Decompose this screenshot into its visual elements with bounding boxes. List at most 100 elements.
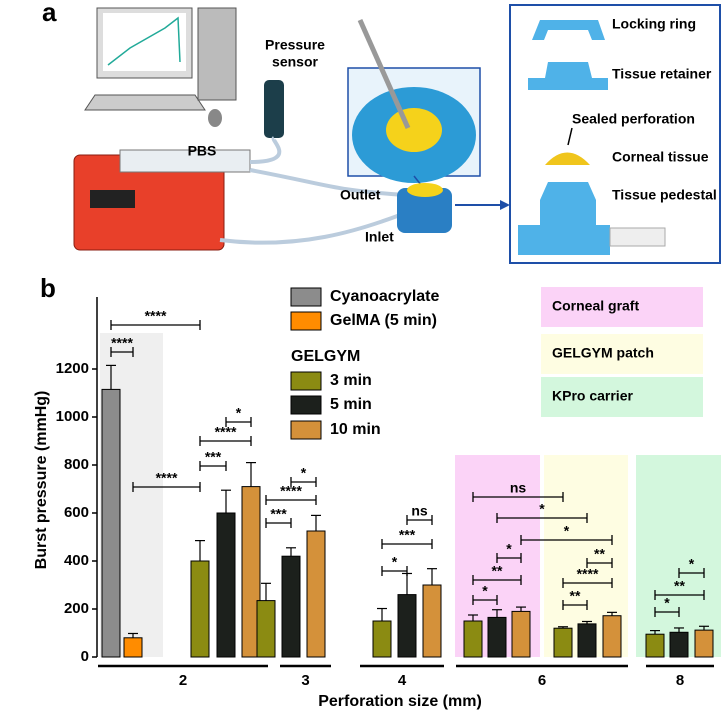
y-tick-label: 1200	[56, 360, 89, 377]
bar	[463, 620, 483, 658]
y-tick-label: 800	[64, 456, 89, 473]
part-label: Locking ring	[612, 16, 696, 32]
significance-label: **	[594, 546, 605, 562]
region-legend-label: Corneal graft	[552, 298, 639, 314]
region-legend-label: GELGYM patch	[552, 345, 654, 361]
significance-label: ****	[577, 566, 599, 582]
y-tick-label: 1000	[56, 408, 89, 425]
significance-label: ****	[145, 308, 167, 324]
region-legend-label: KPro carrier	[552, 388, 633, 404]
tissue-pedestal	[518, 182, 610, 255]
significance-bracket	[199, 436, 252, 446]
significance-bracket	[290, 477, 317, 487]
pc-tower	[197, 7, 237, 101]
significance-bracket	[678, 568, 705, 578]
panel-a-illustration	[73, 4, 721, 264]
legend-label: 3 min	[330, 372, 372, 389]
bar	[372, 620, 392, 658]
significance-bracket	[110, 347, 134, 357]
background-region	[636, 455, 721, 657]
significance-label: ***	[399, 527, 416, 543]
screen-curve	[107, 16, 181, 66]
x-tick-label: 8	[676, 672, 684, 689]
legend-label: Cyanoacrylate	[330, 288, 439, 305]
significance-label: *	[482, 583, 488, 599]
bar	[216, 512, 236, 658]
annotation: sensor	[272, 54, 318, 70]
zoom-cornea	[386, 108, 442, 152]
syringe	[119, 149, 251, 173]
significance-label: *	[664, 595, 670, 611]
legend-label: GelMA (5 min)	[330, 312, 437, 329]
significance-label: ***	[270, 506, 287, 522]
significance-label: **	[492, 563, 503, 579]
device-top	[407, 183, 443, 197]
y-tick-label: 600	[64, 504, 89, 521]
y-tick-label: 400	[64, 552, 89, 569]
legend-swatch	[290, 371, 322, 391]
bar	[694, 629, 714, 658]
x-tick-label: 3	[301, 672, 309, 689]
region-legend-box	[541, 334, 703, 374]
bar	[602, 615, 622, 658]
x-axis-label: Perforation size (mm)	[318, 693, 482, 710]
significance-label: ****	[280, 483, 302, 499]
legend-swatch	[290, 311, 322, 331]
bar	[422, 584, 442, 658]
bar	[487, 616, 507, 658]
significance-bracket	[110, 320, 201, 330]
tissue-retainer	[528, 62, 608, 90]
significance-bracket	[225, 417, 252, 427]
significance-bracket	[406, 515, 433, 525]
bar	[281, 555, 301, 658]
keyboard	[84, 94, 206, 111]
bar	[669, 631, 689, 658]
significance-label: *	[506, 541, 512, 557]
significance-label: ***	[205, 449, 222, 465]
pressure-sensor	[264, 80, 284, 138]
significance-label: ****	[111, 335, 133, 351]
significance-bracket	[381, 539, 433, 549]
legend-swatch	[290, 395, 322, 415]
legend-label: 5 min	[330, 396, 372, 413]
pump-display	[90, 190, 135, 208]
bar	[190, 560, 210, 658]
significance-label: *	[539, 501, 545, 517]
legend-swatch	[290, 287, 322, 307]
significance-bracket	[199, 461, 227, 471]
significance-bracket	[472, 492, 564, 502]
panel-label: b	[40, 273, 56, 303]
significance-bracket	[496, 553, 522, 563]
significance-label: *	[564, 523, 570, 539]
significance-bracket	[265, 518, 292, 528]
significance-bracket	[132, 482, 201, 492]
panel-label: a	[42, 0, 57, 27]
significance-bracket	[586, 558, 613, 568]
bar	[306, 530, 326, 658]
significance-bracket	[654, 607, 680, 617]
significance-bracket	[496, 513, 588, 523]
pointer	[567, 127, 573, 146]
significance-bracket	[472, 575, 522, 585]
x-tick-label: 2	[179, 672, 187, 689]
region-legend-box	[541, 287, 703, 327]
significance-label: **	[674, 578, 685, 594]
bar	[553, 627, 573, 658]
bar	[645, 633, 665, 658]
region-legend-box	[541, 377, 703, 417]
bar	[511, 610, 531, 658]
significance-label: ****	[156, 470, 178, 486]
bar	[256, 600, 276, 658]
annotation: Outlet	[340, 187, 381, 203]
significance-bracket	[562, 600, 588, 610]
annotation: Pressure	[265, 37, 325, 53]
mouse	[208, 109, 222, 127]
pipette	[357, 18, 411, 130]
significance-bracket	[654, 590, 705, 600]
significance-label: ****	[215, 424, 237, 440]
significance-bracket	[381, 566, 408, 576]
significance-label: *	[689, 556, 695, 572]
y-tick-label: 200	[64, 600, 89, 617]
part-label: Corneal tissue	[612, 149, 709, 165]
